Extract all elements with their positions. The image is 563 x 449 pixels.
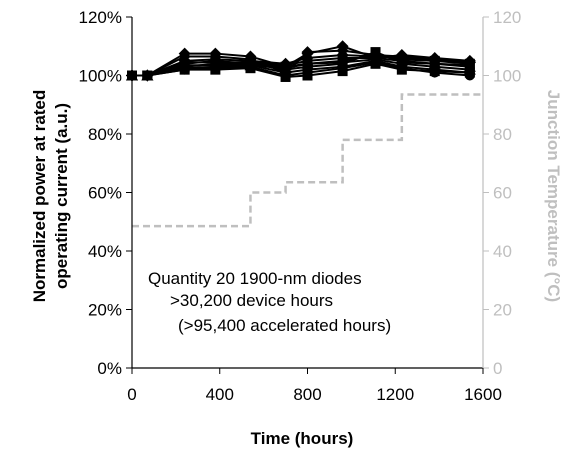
data-point-diamond xyxy=(209,53,222,66)
y2-tick-label: 120 xyxy=(493,8,521,27)
power-series xyxy=(126,40,476,82)
x-axis-title: Time (hours) xyxy=(251,429,354,448)
y2-tick-label: 60 xyxy=(493,184,512,203)
data-point-square xyxy=(370,58,381,69)
y-tick-label: 120% xyxy=(79,8,122,27)
data-point-diamond xyxy=(178,54,191,67)
y-tick-label: 100% xyxy=(79,67,122,86)
data-point-square xyxy=(429,66,440,77)
power-line xyxy=(132,56,470,77)
temperature-line xyxy=(132,93,483,228)
data-point-square xyxy=(179,64,190,75)
data-point-diamond xyxy=(395,51,408,64)
data-point-square xyxy=(396,64,407,75)
annotation-line-2: >30,200 device hours xyxy=(170,291,333,310)
power-line xyxy=(132,58,470,77)
data-point-square xyxy=(245,63,256,74)
data-point-square xyxy=(337,66,348,77)
power-line xyxy=(132,51,470,77)
y-tick-label: 0% xyxy=(97,359,122,378)
temperature-series xyxy=(132,93,483,228)
data-point-square xyxy=(210,64,221,75)
y2-tick-label: 100 xyxy=(493,67,521,86)
y-axis-title-line-2: operating current (a.u.) xyxy=(52,103,71,289)
data-point-triangle xyxy=(336,56,349,68)
power-line xyxy=(132,62,470,78)
y2-tick-label: 20 xyxy=(493,301,512,320)
y2-tick-label: 40 xyxy=(493,242,512,261)
y-tick-label: 80% xyxy=(88,125,122,144)
data-point-diamond xyxy=(279,57,292,70)
annotation-line-3: (>95,400 accelerated hours) xyxy=(178,316,391,335)
y-tick-label: 20% xyxy=(88,301,122,320)
data-point-diamond xyxy=(463,56,476,69)
y2-tick-label: 80 xyxy=(493,125,512,144)
y-axis-title-line-1: Normalized power at rated xyxy=(30,90,49,303)
data-point-square xyxy=(302,70,313,81)
y2-tick-label: 0 xyxy=(493,359,502,378)
x-tick-label: 400 xyxy=(206,385,234,404)
data-point-diamond xyxy=(336,49,349,62)
power-series-line xyxy=(127,58,475,82)
data-point-square xyxy=(142,70,153,81)
y-tick-label: 60% xyxy=(88,184,122,203)
x-tick-label: 800 xyxy=(293,385,321,404)
data-point-square xyxy=(280,71,291,82)
y2-axis-title: Junction Temperature (°C) xyxy=(544,90,563,302)
data-point-square xyxy=(464,67,475,78)
x-tick-label: 1200 xyxy=(376,385,414,404)
annotation-line-1: Quantity 20 1900-nm diodes xyxy=(148,269,362,288)
data-point-diamond xyxy=(301,51,314,64)
data-point-diamond xyxy=(428,54,441,67)
x-tick-label: 0 xyxy=(127,385,136,404)
axes xyxy=(126,16,489,374)
power-line xyxy=(132,59,470,77)
y-tick-label: 40% xyxy=(88,242,122,261)
x-tick-label: 1600 xyxy=(464,385,502,404)
